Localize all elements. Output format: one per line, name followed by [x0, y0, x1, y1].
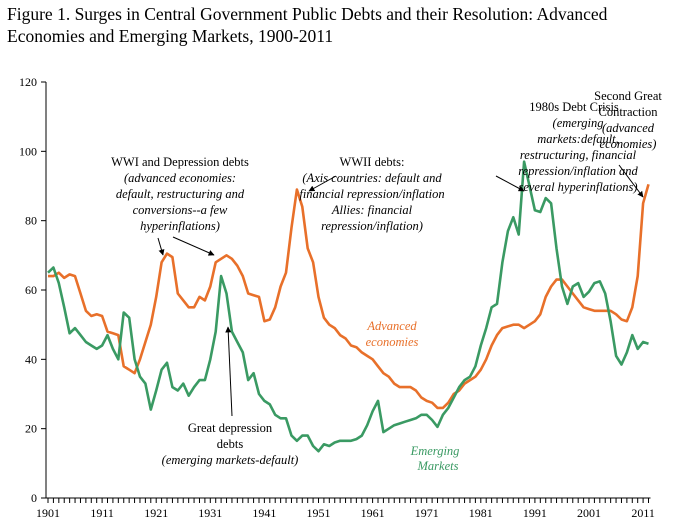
annotation-debt-crisis-line: (emerging: [553, 116, 604, 130]
annotation-contraction-line: economies): [600, 137, 657, 151]
y-tick-label: 80: [25, 214, 37, 228]
annotations: WWI and Depression debts (advanced econo…: [111, 89, 662, 473]
series-label-emerging: Emerging: [410, 444, 460, 458]
x-tick-label: 1991: [523, 506, 547, 520]
title-line-2: Economies and Emerging Markets, 1900-201…: [7, 26, 334, 46]
series-line-emerging-markets: [47, 160, 649, 453]
x-tick-label: 2001: [577, 506, 601, 520]
x-tick-label: 1941: [252, 506, 276, 520]
annotation-contraction-line: (advanced: [602, 121, 655, 135]
annotation-debt-crisis-title: 1980s Debt Crisis: [529, 100, 619, 114]
y-tick-label: 120: [19, 75, 37, 89]
annotation-depression-title: Great depression: [188, 421, 273, 435]
annotation-wwii-line: repression/inflation): [321, 219, 423, 233]
annotation-wwii-line: financial repression/inflation: [299, 187, 444, 201]
annotation-wwi-line: hyperinflations): [140, 219, 220, 233]
arrow-contraction: [618, 164, 644, 198]
annotation-wwi-line: conversions--a few: [133, 203, 228, 217]
x-tick-label: 1981: [469, 506, 493, 520]
annotation-wwii-title: WWII debts:: [340, 155, 405, 169]
x-tick-label: 1961: [361, 506, 385, 520]
annotation-debt-crisis-line: markets:default,: [537, 132, 619, 146]
annotation-contraction-title: Contraction: [598, 105, 658, 119]
annotation-debt-crisis-line: several hyperinflations): [518, 180, 637, 194]
arrow-depression: [225, 326, 233, 417]
series-label-advanced: economies: [366, 335, 419, 349]
series-line-advanced-economies: [48, 183, 650, 410]
y-tick-label: 20: [25, 422, 37, 436]
y-tick-label: 40: [25, 352, 37, 366]
annotation-wwi-title: WWI and Depression debts: [111, 155, 249, 169]
axes: 0 20 40 60 80 100 120 1901 1911 1921 1931 1941 1951 1…: [19, 75, 655, 520]
y-tick-label: 60: [25, 283, 37, 297]
x-tick-label: 1911: [90, 506, 114, 520]
y-tick-label: 0: [31, 491, 37, 505]
arrow-wwi-1: [157, 237, 165, 256]
annotation-wwi-line: default, restructuring and: [116, 187, 245, 201]
annotation-depression-line: (emerging markets-default): [162, 453, 299, 467]
x-tick-label: 2011: [631, 506, 655, 520]
annotation-wwii-line: (Axis countries: default and: [302, 171, 442, 185]
annotation-wwi-line: (advanced economies:: [124, 171, 236, 185]
annotation-debt-crisis-line: repression/inflation and: [518, 164, 638, 178]
annotation-depression-title: debts: [217, 437, 244, 451]
title-line-1: Figure 1. Surges in Central Government P…: [7, 4, 608, 24]
series-lines: [47, 160, 650, 453]
series-label-emerging: Markets: [417, 459, 459, 473]
y-tick-label: 100: [19, 144, 37, 158]
x-tick-label: 1901: [36, 506, 60, 520]
arrow-wwi-2: [172, 236, 215, 256]
annotation-wwii-line: Allies: financial: [331, 203, 413, 217]
x-tick-label: 1921: [144, 506, 168, 520]
arrow-debt-crisis: [495, 175, 525, 192]
annotation-debt-crisis-line: restructuring, financial: [520, 148, 637, 162]
series-label-advanced: Advanced: [366, 319, 417, 333]
chart-title: Figure 1. Surges in Central Government P…: [7, 3, 672, 47]
x-tick-label: 1971: [415, 506, 439, 520]
arrow-wwii: [308, 175, 337, 192]
annotation-contraction-title: Second Great: [594, 89, 662, 103]
x-tick-label: 1931: [198, 506, 222, 520]
x-tick-label: 1951: [307, 506, 331, 520]
